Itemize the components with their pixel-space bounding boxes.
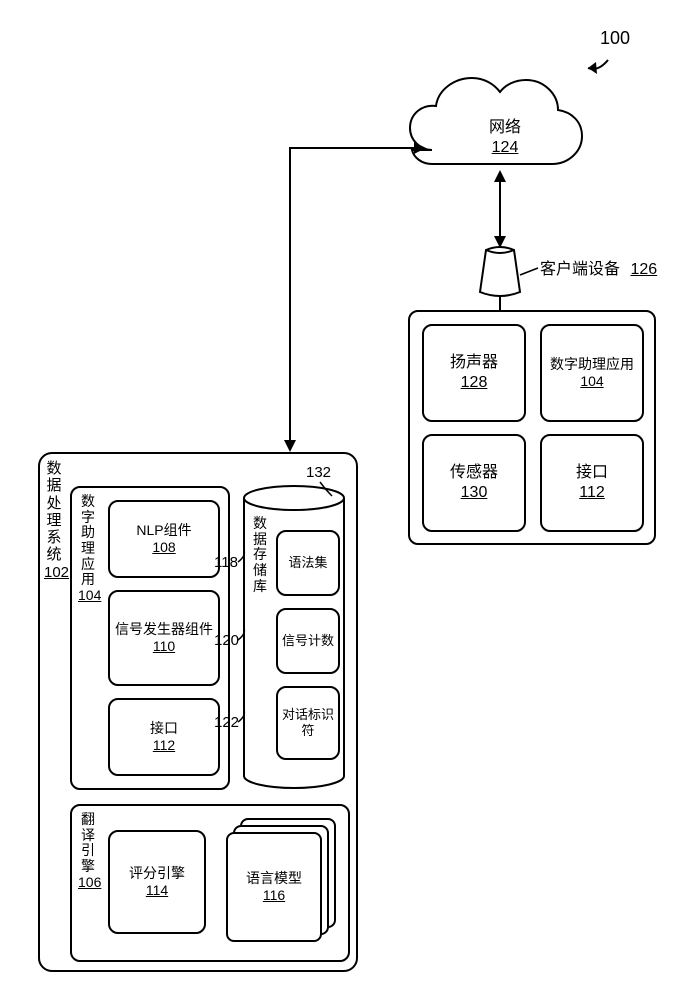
assistant-left-title: 数字助理应用104 xyxy=(78,494,98,604)
ref-122: 122 xyxy=(214,714,239,731)
assistant-right-box: 数字助理应用104 xyxy=(540,324,644,422)
dlgid-box: 对话标识符 xyxy=(276,686,340,760)
iface-left-box: 接口112 xyxy=(108,698,220,776)
siggen-box: 信号发生器组件110 xyxy=(108,590,220,686)
ref-118: 118 xyxy=(214,554,238,571)
score-box: 评分引擎114 xyxy=(108,830,206,934)
sensor-box: 传感器130 xyxy=(422,434,526,532)
trans-title: 翻译引擎106 xyxy=(78,812,98,890)
figure-ref-100: 100 xyxy=(600,28,630,49)
ref-120: 120 xyxy=(214,632,239,649)
nlp-box: NLP组件108 xyxy=(108,500,220,578)
client-label: 客户端设备 126 xyxy=(540,255,660,279)
db-ref: 132 xyxy=(306,464,331,481)
network-label: 网络 124 xyxy=(455,118,555,158)
speaker-box: 扬声器128 xyxy=(422,324,526,422)
figure-canvas: 100 网络 124 客户端设备 126 扬声器128 数字助理应用104 xyxy=(0,0,676,1000)
sigcnt-box: 信号计数 xyxy=(276,608,340,674)
iface-right-box: 接口112 xyxy=(540,434,644,532)
dps-title-vert: 数据处理系统102 xyxy=(44,460,64,581)
lang-stack: 语言模型116 xyxy=(226,818,338,942)
db-title: 数据存储库 xyxy=(250,516,270,594)
grammar-box: 语法集 xyxy=(276,530,340,596)
